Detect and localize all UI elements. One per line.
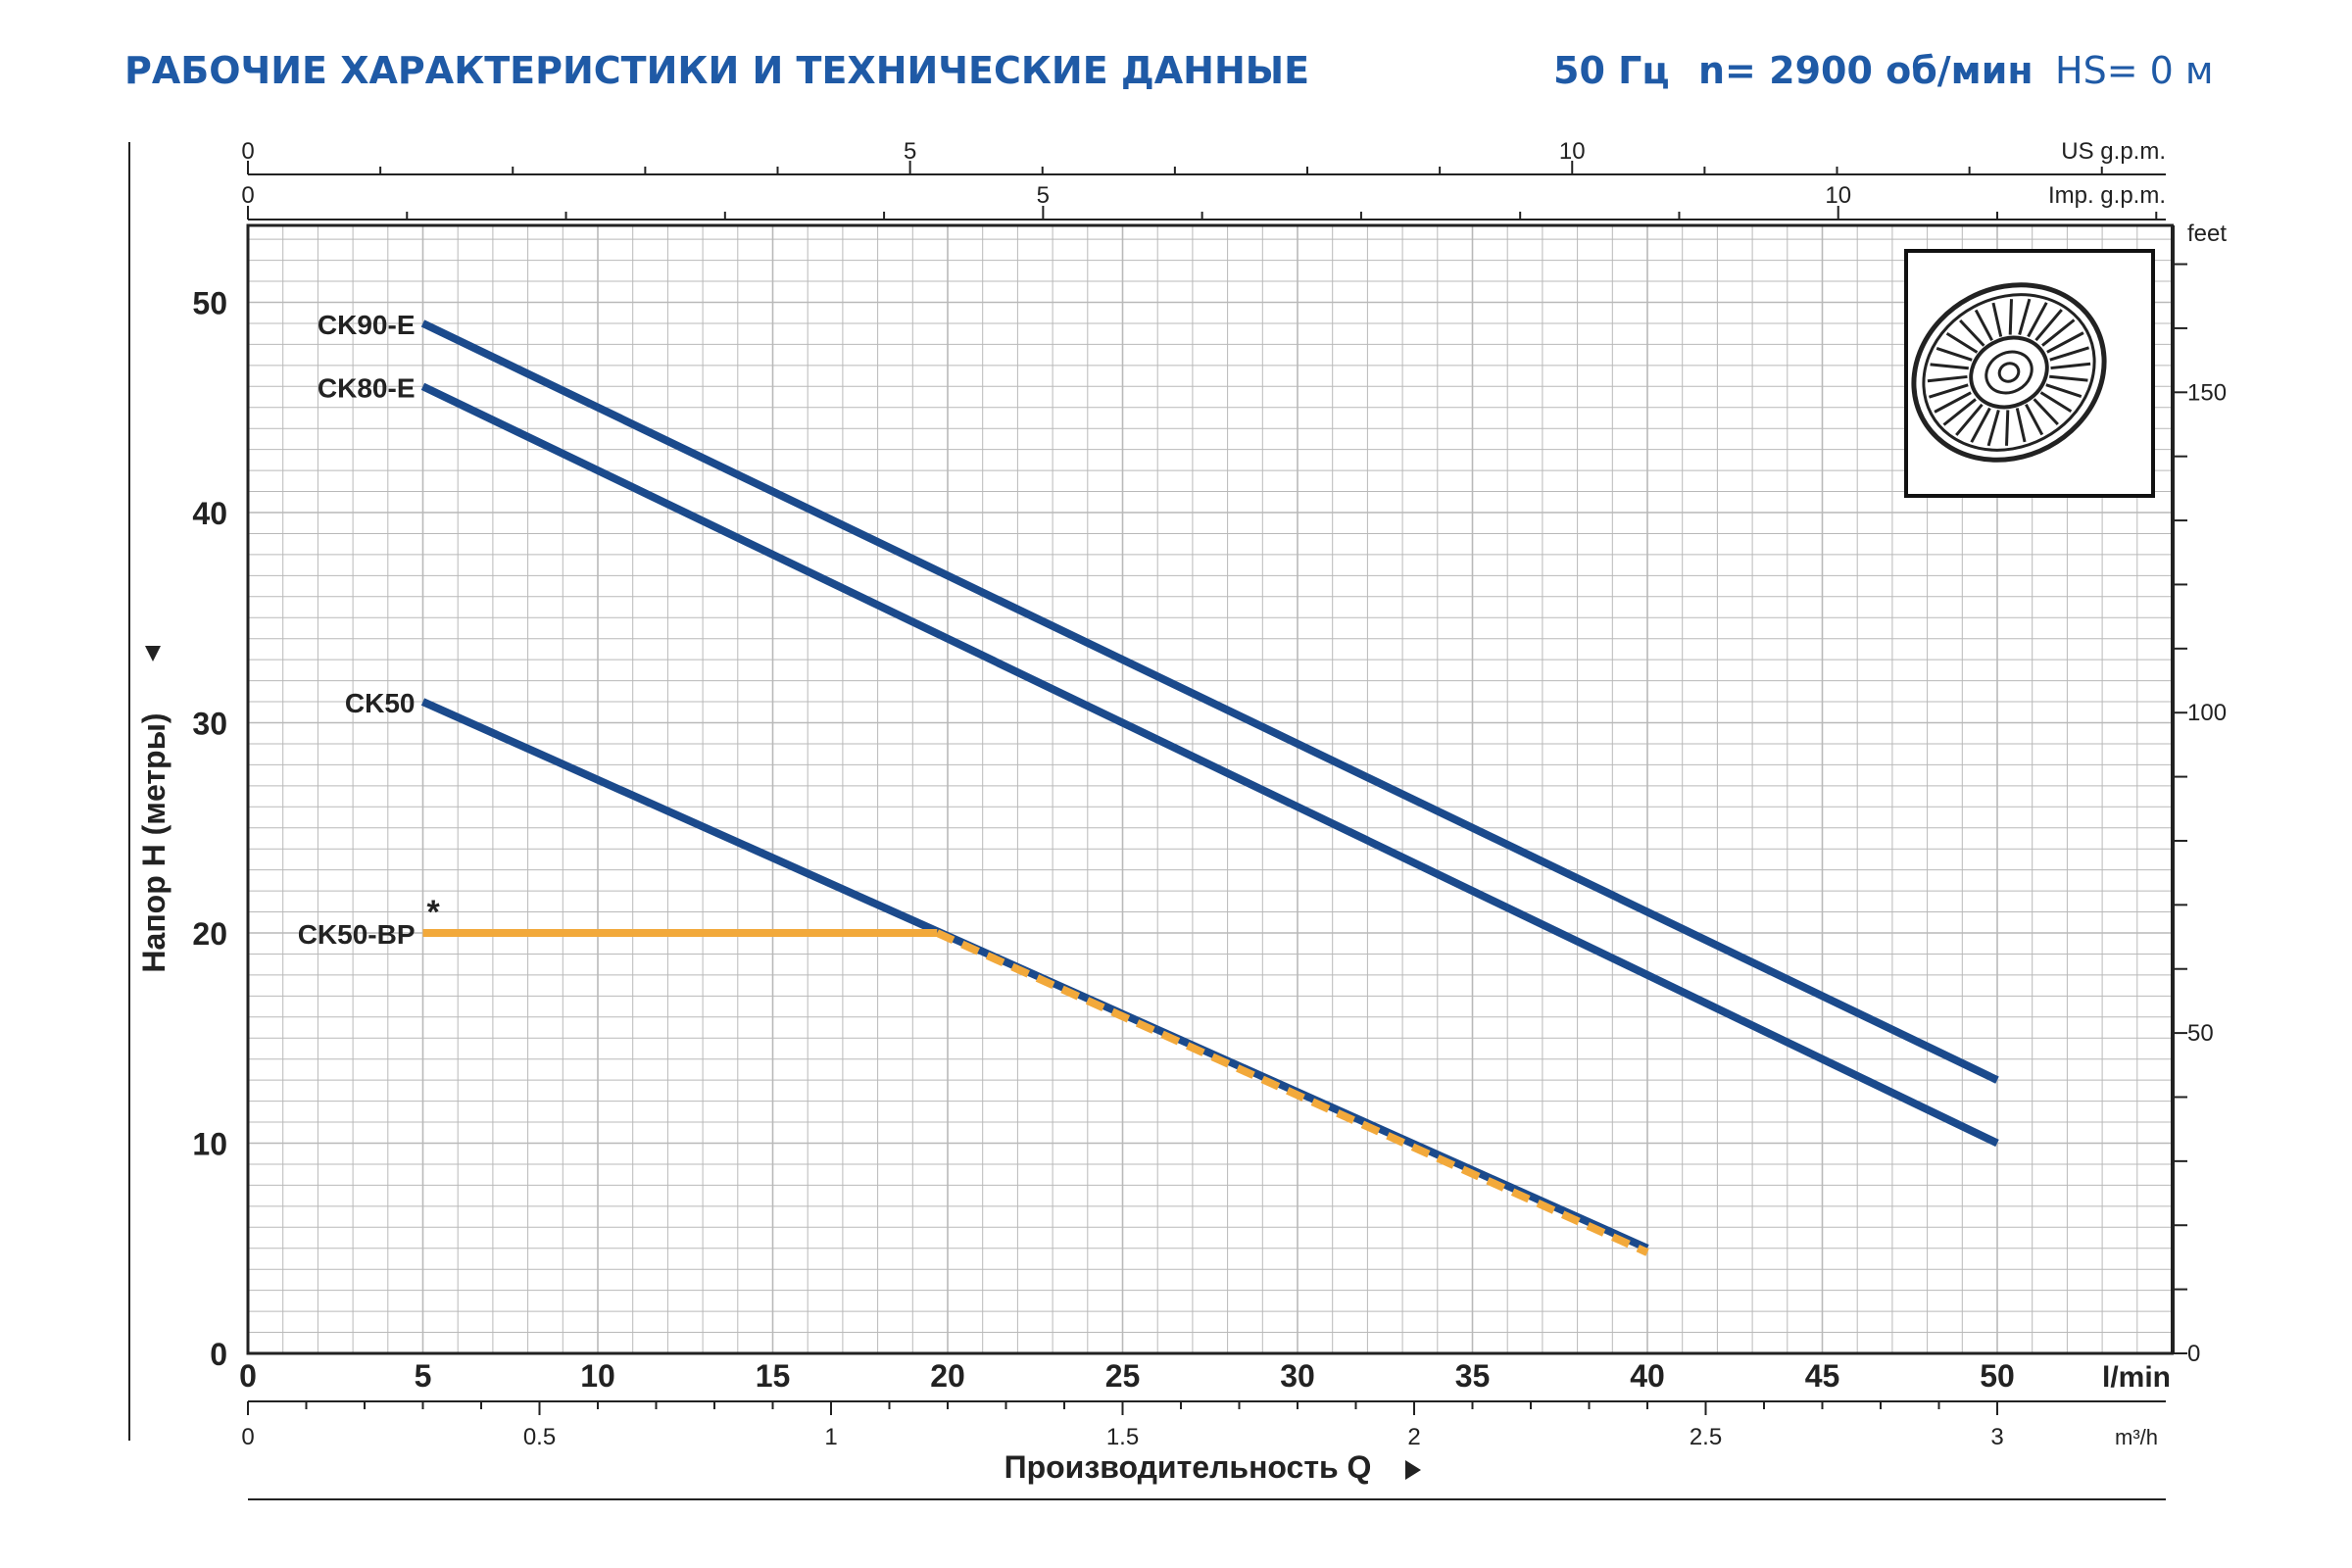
y-tick-label: 20 [192, 916, 227, 952]
impeller-vane [2046, 331, 2084, 354]
impeller-vane [2027, 302, 2048, 338]
series-label-ck50-bp: CK50-BP [298, 919, 416, 950]
m3h-tick-label: 3 [1990, 1424, 2003, 1450]
series-label-ck50: CK50 [345, 688, 416, 718]
impeller-vane [2025, 403, 2044, 436]
curve-ck50-bp-dashed [935, 929, 1649, 1256]
impeller-vane [1930, 363, 1969, 370]
impeller-image [1904, 249, 2155, 498]
imp-gpm-tick-label: 10 [1825, 182, 1851, 209]
us-gpm-tick-label: 10 [1559, 138, 1586, 165]
plot-frame [246, 223, 2174, 1355]
feet-tick-label: 50 [2187, 1020, 2214, 1047]
y-tick-label: 50 [192, 286, 227, 321]
series-labels: CK90-E CK80-E CK50 CK50-BP * [298, 310, 441, 950]
m3h-tick-label: 1 [824, 1424, 837, 1450]
y-tick-label: 10 [192, 1127, 227, 1162]
impeller-vane [1945, 331, 1979, 354]
impeller-vane [2041, 318, 2076, 347]
x-tick-label: 50 [1980, 1358, 2015, 1394]
x-tick-label: 15 [756, 1358, 791, 1394]
x-tick-label: 20 [930, 1358, 965, 1394]
impeller-vane [1955, 403, 1984, 436]
impeller-vane [1959, 318, 1985, 347]
impeller-vane [2049, 346, 2089, 362]
impeller-vane [1942, 398, 1977, 426]
curve-ck90-e [420, 319, 1999, 1084]
frequency-label: 50 Гц [1553, 49, 1670, 92]
m3h-tick-label: 2 [1407, 1424, 1420, 1450]
x-tick-label: 40 [1630, 1358, 1665, 1394]
speed-label: n= 2900 об/мин [1698, 49, 2034, 92]
x-tick-label: 30 [1280, 1358, 1315, 1394]
series-label-ck90-e: CK90-E [318, 310, 416, 340]
impeller-vane [1929, 383, 1969, 399]
impeller-vane [2039, 391, 2073, 414]
impeller-vane [2045, 383, 2082, 398]
feet-tick-label: 100 [2187, 700, 2227, 726]
m3h-tick-label: 0 [241, 1424, 254, 1450]
series-label-ck80-e: CK80-E [318, 372, 416, 403]
y-tick-label: 30 [192, 707, 227, 742]
imp-gpm-tick-label: 0 [241, 182, 254, 209]
imp-gpm-tick-label: 5 [1037, 182, 1050, 209]
chart-heading: РАБОЧИЕ ХАРАКТЕРИСТИКИ И ТЕХНИЧЕСКИЕ ДАН… [124, 49, 1310, 92]
us-gpm-unit-label: US g.p.m. [2061, 138, 2166, 165]
y-tick-label: 40 [192, 496, 227, 531]
bypass-asterisk: * [427, 894, 441, 931]
x-tick-label: 25 [1105, 1358, 1141, 1394]
impeller-vane [1970, 407, 1991, 443]
impeller-vane [2018, 298, 2032, 335]
m3h-tick-label: 2.5 [1690, 1424, 1722, 1450]
impeller-vane [2033, 398, 2059, 426]
x-tick-label: 10 [580, 1358, 615, 1394]
imp-gpm-unit-label: Imp. g.p.m. [2048, 182, 2166, 209]
impeller-vane [2050, 362, 2091, 370]
x-unit-label: l/min [2102, 1361, 2171, 1394]
suction-height-label: HS= 0 м [2055, 49, 2214, 92]
grid [248, 225, 2173, 1353]
x-tick-label: 45 [1805, 1358, 1840, 1394]
y-axis-arrow-icon [145, 646, 161, 662]
x-tick-label: 0 [239, 1358, 257, 1394]
x-axis-arrow-icon [1405, 1460, 1421, 1480]
m3h-tick-label: 1.5 [1106, 1424, 1139, 1450]
x-tick-label: 5 [415, 1358, 432, 1394]
feet-unit-label: feet [2187, 220, 2227, 247]
y-axis-title: Напор H (метры) [136, 712, 172, 972]
impeller-vane [2049, 374, 2088, 382]
curve-ck80-e [420, 382, 1999, 1148]
impeller-vane [1934, 391, 1972, 414]
impeller-vane [1991, 302, 2003, 337]
impeller-vane [2034, 309, 2063, 342]
x-axis-title: Производительность Q [1004, 1449, 1372, 1485]
impeller-vane [1927, 374, 1968, 383]
m3h-unit-label: m³/h [2115, 1425, 2158, 1449]
impeller-vane [1986, 410, 2000, 447]
us-gpm-tick-label: 5 [904, 138, 916, 165]
us-gpm-tick-label: 0 [241, 138, 254, 165]
y-tick-label: 0 [210, 1337, 227, 1372]
series [420, 319, 1999, 1256]
impeller-vane [2015, 408, 2027, 443]
impeller-vane [2008, 299, 2013, 335]
impeller-vane [1936, 347, 1973, 362]
feet-tick-label: 150 [2187, 379, 2227, 406]
feet-tick-label: 0 [2187, 1341, 2200, 1367]
x-tick-label: 35 [1455, 1358, 1491, 1394]
impeller-vane [2005, 410, 2010, 446]
m3h-tick-label: 0.5 [523, 1424, 556, 1450]
impeller-vane [1974, 309, 1993, 342]
